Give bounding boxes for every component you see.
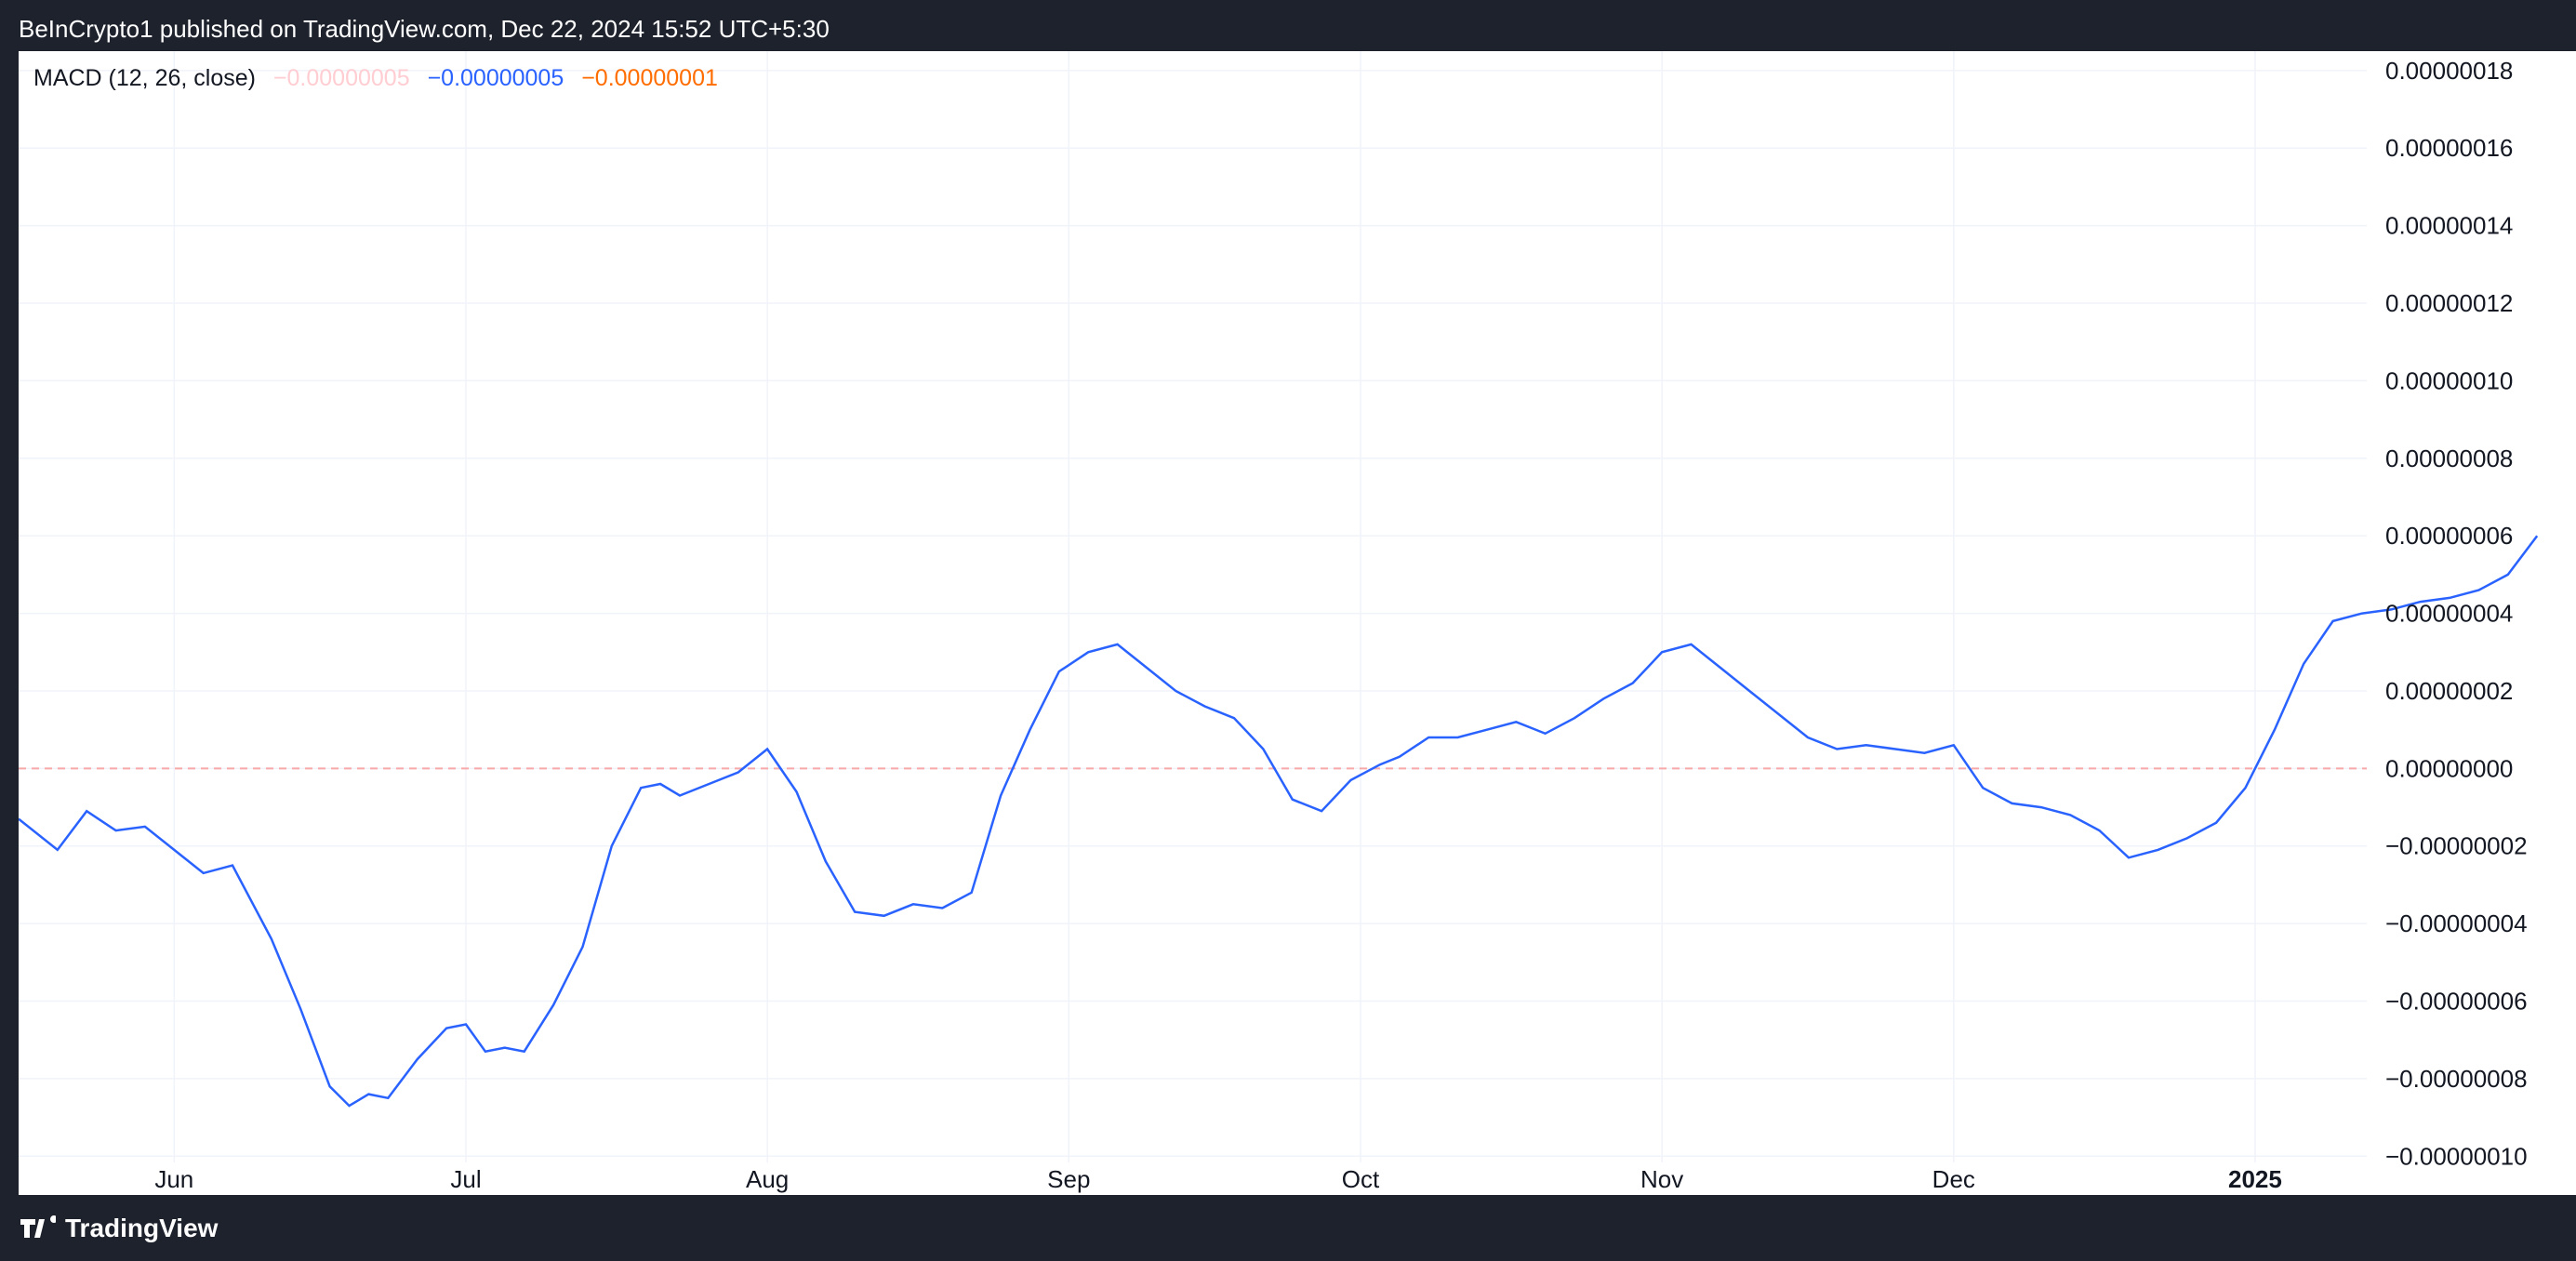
y-tick-label: −0.00000008 xyxy=(2385,1065,2528,1093)
publisher-header: BeInCrypto1 published on TradingView.com… xyxy=(19,15,830,43)
x-tick-label: Oct xyxy=(1342,1165,1380,1193)
y-tick-label: 0.00000014 xyxy=(2385,212,2513,240)
y-tick-label: −0.00000006 xyxy=(2385,988,2528,1015)
y-tick-label: 0.00000016 xyxy=(2385,134,2513,162)
y-tick-label: 0.00000000 xyxy=(2385,754,2513,782)
legend-indicator-name[interactable]: MACD (12, 26, close) xyxy=(33,65,256,91)
legend-macd-value: −0.00000005 xyxy=(427,65,564,91)
y-tick-label: 0.00000010 xyxy=(2385,366,2513,394)
y-tick-label: 0.00000008 xyxy=(2385,445,2513,472)
legend-signal-value: −0.00000001 xyxy=(581,65,718,91)
x-tick-label: Jul xyxy=(450,1165,481,1193)
y-tick-label: 0.00000006 xyxy=(2385,522,2513,550)
legend-histogram-value: −0.00000005 xyxy=(272,65,410,91)
footer: TradingView xyxy=(19,1195,2576,1261)
x-tick-label: Sep xyxy=(1047,1165,1090,1193)
y-tick-label: 0.00000018 xyxy=(2385,57,2513,85)
y-tick-label: 0.00000012 xyxy=(2385,289,2513,317)
y-tick-label: 0.00000004 xyxy=(2385,600,2513,628)
x-tick-label: Jun xyxy=(154,1165,193,1193)
chart-area[interactable]: 0.00000018 0.00000016 0.00000014 0.00000012… xyxy=(19,51,2576,1195)
indicator-legend: MACD (12, 26, close) −0.00000005 −0.0000… xyxy=(33,65,729,92)
macd-chart[interactable]: 0.00000018 0.00000016 0.00000014 0.00000012… xyxy=(19,51,2576,1195)
tradingview-logo-icon[interactable] xyxy=(19,1215,56,1241)
x-tick-label: 2025 xyxy=(2228,1165,2282,1193)
x-tick-label: Aug xyxy=(746,1165,789,1193)
x-tick-label: Dec xyxy=(1932,1165,1975,1193)
macd-line[interactable] xyxy=(19,535,2539,1108)
footer-brand[interactable]: TradingView xyxy=(65,1213,219,1242)
y-tick-label: −0.00000002 xyxy=(2385,832,2528,860)
y-tick-label: −0.00000010 xyxy=(2385,1142,2528,1170)
y-tick-label: 0.00000002 xyxy=(2385,677,2513,705)
y-tick-label: −0.00000004 xyxy=(2385,909,2528,937)
x-tick-label: Nov xyxy=(1640,1165,1683,1193)
